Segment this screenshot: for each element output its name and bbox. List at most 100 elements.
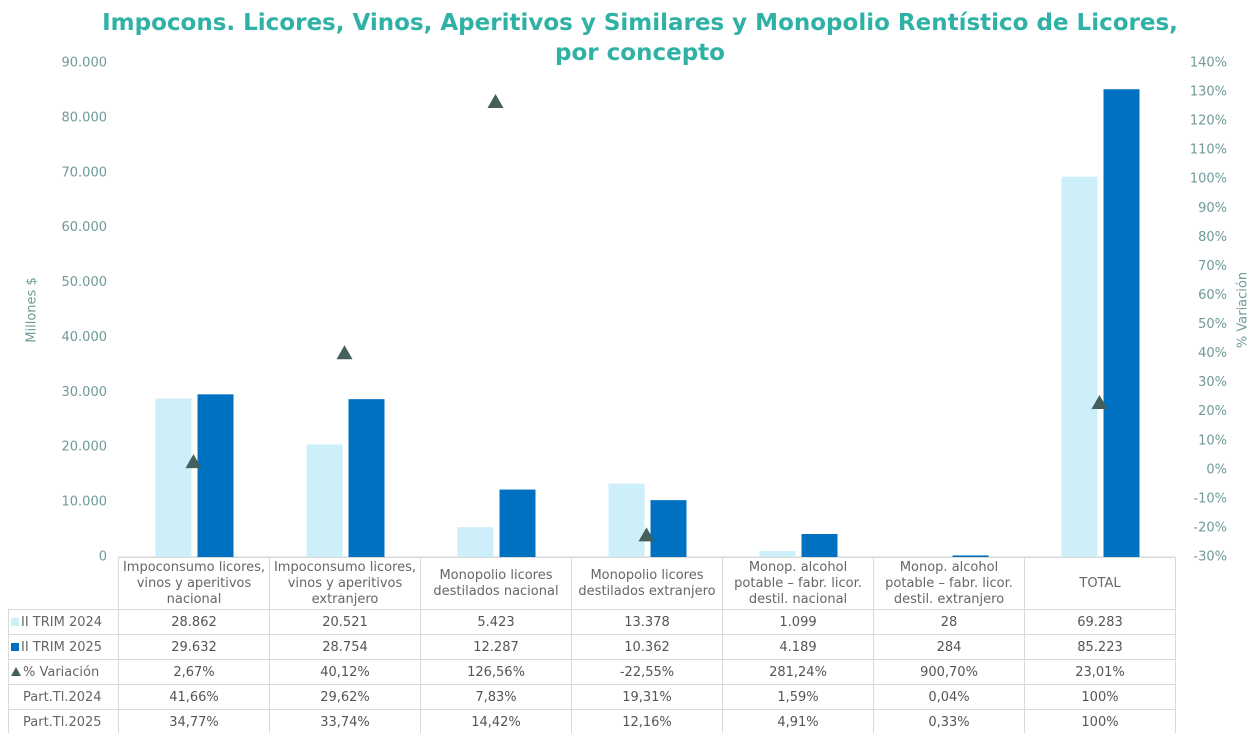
- value-cell: 12,16%: [571, 709, 723, 733]
- category-label: Monopolio licores destilados extranjero: [571, 557, 723, 610]
- marker: [638, 527, 655, 542]
- bar: [306, 444, 343, 557]
- row-label: Part.Tl.2025: [8, 709, 119, 733]
- legend-cell: % Variación: [8, 659, 119, 685]
- value-cell: 0,33%: [873, 709, 1025, 733]
- value-cell: 1.099: [722, 609, 874, 635]
- y2-tick-label: 0%: [1206, 462, 1227, 477]
- y-tick-label: 20.000: [62, 440, 108, 455]
- marker: [1091, 394, 1108, 409]
- bar: [457, 527, 494, 557]
- y2-tick-label: -30%: [1193, 550, 1227, 565]
- value-cell: -22,55%: [571, 659, 723, 685]
- value-cell: 4.189: [722, 634, 874, 660]
- category-label: Monopolio licores destilados nacional: [420, 557, 572, 610]
- y2-tick-label: 120%: [1190, 114, 1227, 129]
- value-cell: 28: [873, 609, 1025, 635]
- value-cell: 85.223: [1024, 634, 1176, 660]
- bar: [499, 489, 536, 557]
- value-cell: 28.754: [269, 634, 421, 660]
- value-cell: 126,56%: [420, 659, 572, 685]
- y2-tick-label: 40%: [1198, 346, 1227, 361]
- y-tick-label: 40.000: [62, 330, 108, 345]
- value-cell: 10.362: [571, 634, 723, 660]
- legend-swatch: [11, 642, 19, 651]
- value-cell: 23,01%: [1024, 659, 1176, 685]
- value-cell: 33,74%: [269, 709, 421, 733]
- value-cell: 19,31%: [571, 684, 723, 710]
- y2-tick-label: 20%: [1198, 404, 1227, 419]
- y-tick-label: 50.000: [62, 275, 108, 290]
- legend-swatch: [11, 666, 21, 676]
- blank-cell: [9, 558, 119, 610]
- value-cell: 900,70%: [873, 659, 1025, 685]
- value-cell: 281,24%: [722, 659, 874, 685]
- bar: [1061, 176, 1098, 557]
- bar: [801, 534, 838, 557]
- value-cell: 34,77%: [118, 709, 270, 733]
- value-cell: 100%: [1024, 684, 1176, 710]
- y-tick-label: 30.000: [62, 385, 108, 400]
- series-row: % Variación 2,67% 40,12% 126,56% -22,55% 281,…: [8, 659, 1176, 685]
- y-tick-label: 60.000: [62, 220, 108, 235]
- y2-tick-label: 140%: [1190, 56, 1227, 71]
- category-label: Impoconsumo licores, vinos y aperitivos …: [118, 557, 270, 610]
- category-label: TOTAL: [1024, 557, 1176, 610]
- marker: [487, 94, 504, 109]
- value-cell: 13.378: [571, 609, 723, 635]
- y2-tick-label: 80%: [1198, 230, 1227, 245]
- y2-tick-label: 90%: [1198, 201, 1227, 216]
- value-cell: 12.287: [420, 634, 572, 660]
- value-cell: 100%: [1024, 709, 1176, 733]
- value-cell: 284: [873, 634, 1025, 660]
- value-cell: 14,42%: [420, 709, 572, 733]
- legend-label: II TRIM 2025: [21, 639, 103, 655]
- y2-tick-label: 60%: [1198, 288, 1227, 303]
- category-label: Monop. alcohol potable – fabr. licor. de…: [873, 557, 1025, 610]
- value-cell: 0,04%: [873, 684, 1025, 710]
- y-tick-label: 0: [99, 550, 107, 565]
- bar: [1103, 89, 1140, 557]
- value-cell: 1,59%: [722, 684, 874, 710]
- value-cell: 29,62%: [269, 684, 421, 710]
- legend-label: % Variación: [23, 664, 100, 680]
- y-tick-label: 80.000: [62, 110, 108, 125]
- chart-title: Impocons. Licores, Vinos, Aperitivos y S…: [102, 10, 1178, 66]
- marker: [185, 454, 202, 469]
- value-cell: 5.423: [420, 609, 572, 635]
- series-row: II TRIM 2024 28.862 20.521 5.423 13.378 1.099…: [8, 609, 1176, 635]
- table-row: Part.Tl.2025 34,77% 33,74% 14,42% 12,16% 4,91…: [8, 709, 1176, 733]
- data-table: Impoconsumo licores, vinos y aperitivos …: [8, 557, 1176, 733]
- y2-axis-label: % Variación: [1236, 272, 1249, 348]
- y2-tick-label: 50%: [1198, 317, 1227, 332]
- bar: [952, 555, 989, 557]
- y2-tick-label: 70%: [1198, 259, 1227, 274]
- legend-cell: II TRIM 2024: [8, 609, 119, 635]
- value-cell: 2,67%: [118, 659, 270, 685]
- legend-cell: II TRIM 2025: [8, 634, 119, 660]
- bar: [650, 500, 687, 557]
- bar: [608, 483, 645, 557]
- value-cell: 41,66%: [118, 684, 270, 710]
- y-axis-label: Millones $: [25, 277, 40, 342]
- y-tick-label: 10.000: [62, 495, 108, 510]
- bar: [155, 398, 192, 557]
- y2-tick-label: 10%: [1198, 433, 1227, 448]
- marker: [336, 345, 353, 360]
- value-cell: 4,91%: [722, 709, 874, 733]
- value-cell: 29.632: [118, 634, 270, 660]
- bar: [348, 399, 385, 557]
- y2-tick-label: -10%: [1193, 491, 1227, 506]
- series-row: II TRIM 2025 29.632 28.754 12.287 10.362 4.18…: [8, 634, 1176, 660]
- y2-tick-label: 130%: [1190, 85, 1227, 100]
- y2-tick-label: 100%: [1190, 172, 1227, 187]
- bar: [759, 550, 796, 557]
- category-label: Monop. alcohol potable – fabr. licor. de…: [722, 557, 874, 610]
- legend-swatch: [11, 617, 19, 626]
- row-label: Part.Tl.2024: [8, 684, 119, 710]
- category-label: Impoconsumo licores, vinos y aperitivos …: [269, 557, 421, 610]
- value-cell: 28.862: [118, 609, 270, 635]
- value-cell: 40,12%: [269, 659, 421, 685]
